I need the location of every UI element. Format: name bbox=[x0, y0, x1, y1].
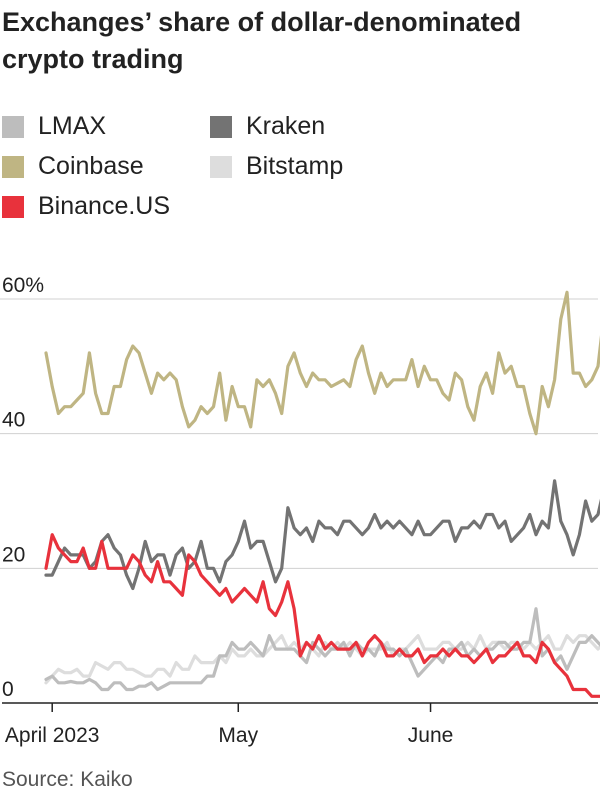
y-tick-label-3: 60% bbox=[2, 274, 44, 297]
chart-title: Exchanges’ share of dollar-denominated c… bbox=[2, 7, 522, 74]
legend-label-lmax: LMAX bbox=[38, 112, 107, 140]
gridlines: 0 20 40 60% bbox=[0, 274, 598, 701]
legend-item-bitstamp: Bitstamp bbox=[210, 152, 343, 181]
x-axis: April 2023 May June bbox=[2, 702, 598, 747]
series-lines bbox=[44, 290, 600, 698]
legend-label-kraken: Kraken bbox=[246, 112, 326, 140]
series-line-coinbase bbox=[44, 290, 600, 436]
y-tick-label-0: 0 bbox=[2, 678, 14, 701]
x-tick-label-0: April 2023 bbox=[5, 724, 100, 747]
legend-swatch-kraken bbox=[210, 115, 232, 138]
legend-swatch-bitstamp bbox=[210, 155, 232, 178]
legend-item-binance-us: Binance.US bbox=[2, 192, 170, 221]
legend-label-bitstamp: Bitstamp bbox=[246, 152, 344, 180]
y-tick-label-2: 40 bbox=[2, 409, 25, 432]
legend-swatch-lmax bbox=[2, 115, 24, 138]
legend-label-coinbase: Coinbase bbox=[38, 152, 144, 180]
y-tick-label-1: 20 bbox=[2, 543, 25, 566]
series-line-bitstamp bbox=[44, 634, 600, 685]
series-line-binance-us bbox=[44, 533, 600, 698]
legend-item-coinbase: Coinbase bbox=[2, 152, 144, 181]
series-line-kraken bbox=[44, 479, 600, 591]
x-tick-label-1: May bbox=[218, 724, 258, 747]
x-tick-label-2: June bbox=[408, 724, 454, 747]
legend-swatch-coinbase bbox=[2, 155, 24, 178]
legend-item-kraken: Kraken bbox=[210, 112, 325, 141]
source-note: Source: Kaiko bbox=[2, 768, 133, 791]
legend-label-binance-us: Binance.US bbox=[38, 192, 171, 220]
legend-item-lmax: LMAX bbox=[2, 112, 106, 141]
legend-swatch-binance-us bbox=[2, 195, 24, 218]
